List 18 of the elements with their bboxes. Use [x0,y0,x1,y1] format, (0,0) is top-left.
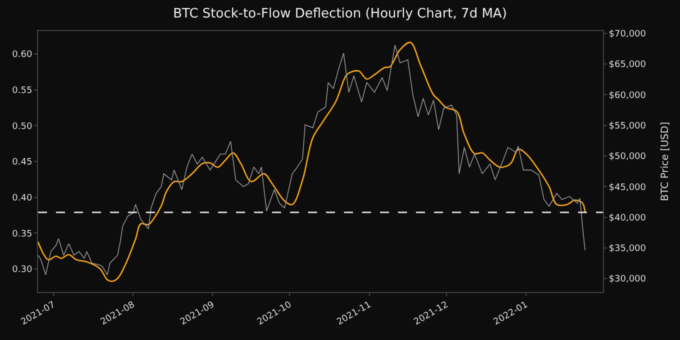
y2-tick-label: $60,000 [608,90,646,101]
y2-tick-label: $45,000 [608,182,646,193]
chart-title: BTC Stock-to-Flow Deflection (Hourly Chart, 7d MA) [173,6,507,22]
y2-axis-title: BTC Price [USD] [660,122,671,202]
y-tick-label: 0.55 [12,86,32,96]
y2-tick-label: $70,000 [608,30,646,40]
y-tick-label: 0.50 [12,122,32,132]
y2-tick-label: $65,000 [608,60,646,70]
y2-tick-label: $55,000 [608,122,646,132]
y-tick-label: 0.45 [12,158,32,168]
y-tick-label: 0.30 [12,265,32,276]
y-tick-label: 0.40 [12,194,32,204]
y2-tick-label: $50,000 [608,152,646,162]
y2-tick-label: $30,000 [608,274,646,285]
y2-tick-label: $35,000 [608,244,646,254]
y-tick-label: 0.60 [12,50,32,60]
y2-tick-label: $40,000 [608,213,646,224]
y-tick-label: 0.35 [12,229,32,240]
